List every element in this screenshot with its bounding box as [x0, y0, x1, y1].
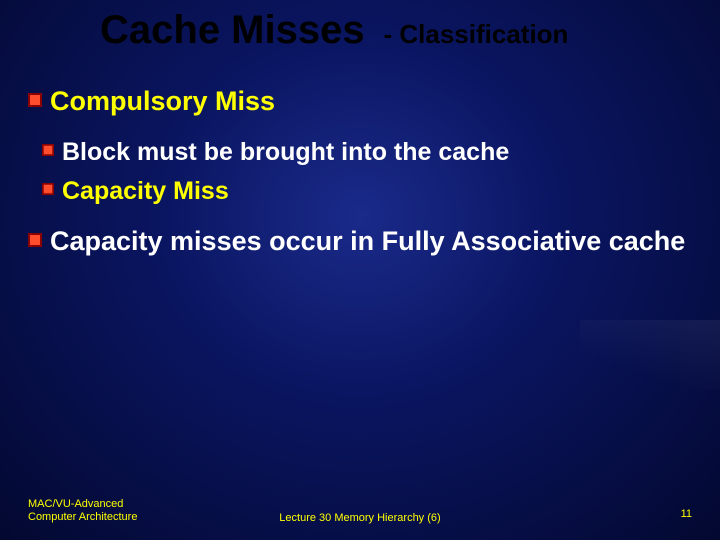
slide: Cache Misses - Classification Compulsory…: [0, 0, 720, 540]
item-text: Compulsory Miss: [50, 85, 275, 119]
title-sub: - Classification: [384, 19, 569, 49]
square-bullet-icon: [42, 183, 54, 195]
item-text: Capacity misses occur in Fully Associati…: [50, 225, 685, 259]
light-shine-decoration: [580, 320, 720, 390]
square-bullet-icon: [28, 233, 42, 247]
list-item: Capacity Miss: [42, 176, 692, 207]
page-number: 11: [681, 508, 692, 520]
list-item: Capacity misses occur in Fully Associati…: [28, 225, 692, 259]
footer-center: Lecture 30 Memory Hierarchy (6): [0, 512, 720, 524]
slide-title: Cache Misses - Classification: [0, 0, 720, 53]
content-area: Compulsory Miss Block must be brought in…: [0, 85, 720, 259]
list-item: Compulsory Miss: [28, 85, 692, 119]
item-text: Capacity Miss: [62, 176, 229, 207]
square-bullet-icon: [42, 144, 54, 156]
list-item: Block must be brought into the cache: [42, 137, 692, 168]
footer-left-line1: MAC/VU-Advanced: [28, 498, 137, 511]
spacer: [28, 215, 692, 225]
title-main: Cache Misses: [100, 8, 365, 52]
square-bullet-icon: [28, 93, 42, 107]
item-text: Block must be brought into the cache: [62, 137, 509, 168]
